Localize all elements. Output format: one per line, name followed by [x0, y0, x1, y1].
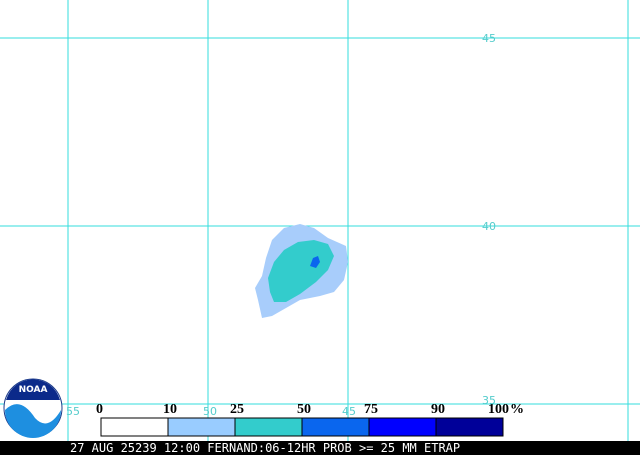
legend-label: 10	[163, 402, 177, 417]
prob-area-25	[268, 240, 334, 302]
legend: 0 10 25 50 75 90 100%	[96, 402, 524, 437]
legend-label: 90	[431, 402, 445, 417]
legend-label: 0	[96, 402, 103, 417]
lat-label: 40	[482, 220, 496, 233]
legend-label: 100	[488, 402, 509, 417]
legend-swatch	[167, 417, 236, 437]
lat-label: 35	[482, 394, 496, 407]
logo-text: NOAA	[19, 385, 48, 395]
legend-label: 25	[230, 402, 244, 417]
legend-label: 75	[364, 402, 378, 417]
lon-label: 55	[66, 405, 80, 418]
legend-swatch	[100, 417, 169, 437]
lat-label: 45	[482, 32, 496, 45]
legend-swatch	[301, 417, 370, 437]
legend-label: 50	[297, 402, 311, 417]
caption-bar	[0, 441, 640, 455]
legend-swatch	[368, 417, 437, 437]
lon-label: 45	[342, 405, 356, 418]
lon-label: 50	[203, 405, 217, 418]
legend-swatch	[234, 417, 303, 437]
prob-area-50	[310, 256, 320, 268]
legend-unit: %	[510, 402, 524, 417]
caption: 27 AUG 25239 12:00 FERNAND:06-12HR PROB …	[70, 441, 460, 455]
legend-swatch	[435, 417, 504, 437]
noaa-logo: NOAA	[3, 378, 63, 438]
